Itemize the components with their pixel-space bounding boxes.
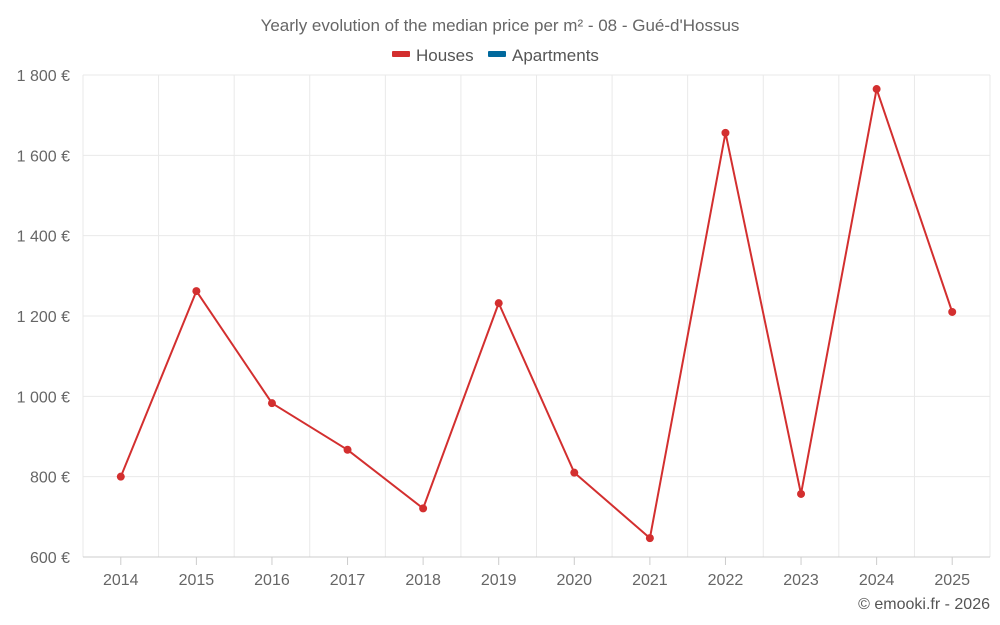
x-tick-label: 2016 (254, 572, 290, 589)
x-axis-ticks: 2014 2015 2016 2017 2018 2019 2020 2021 2022 2023… (103, 557, 970, 589)
y-tick-label: 1 400 € (17, 229, 70, 246)
data-point-houses-2020[interactable] (570, 468, 579, 477)
y-tick-label: 800 € (30, 470, 70, 487)
credit-text: © emooki.fr - 2026 (858, 596, 990, 613)
plot-series (116, 85, 957, 543)
y-tick-label: 1 800 € (17, 68, 70, 85)
y-axis-ticks: 600 € 800 € 1 000 € 1 200 € 1 400 € 1 600 € 1 … (17, 68, 70, 567)
data-point-houses-2021[interactable] (645, 534, 654, 543)
legend-swatch-houses (392, 51, 410, 57)
legend-label-apartments[interactable]: Apartments (512, 46, 599, 65)
chart-title: Yearly evolution of the median price per… (261, 16, 740, 35)
data-point-houses-2023[interactable] (797, 489, 806, 498)
series-line-houses (119, 88, 954, 540)
data-point-houses-2017[interactable] (343, 445, 352, 454)
legend[interactable]: Houses Apartments (392, 46, 599, 65)
x-tick-label: 2014 (103, 572, 139, 589)
y-tick-label: 600 € (30, 550, 70, 567)
data-point-houses-2018[interactable] (419, 504, 428, 513)
x-tick-label: 2015 (179, 572, 215, 589)
y-tick-label: 1 200 € (17, 309, 70, 326)
legend-swatch-apartments (488, 51, 506, 57)
y-tick-label: 1 600 € (17, 148, 70, 165)
data-point-houses-2014[interactable] (116, 472, 125, 481)
x-tick-label: 2022 (708, 572, 744, 589)
x-tick-label: 2019 (481, 572, 517, 589)
data-point-houses-2025[interactable] (948, 307, 957, 316)
data-point-houses-2024[interactable] (872, 85, 881, 94)
x-tick-label: 2025 (934, 572, 970, 589)
x-tick-label: 2020 (556, 572, 592, 589)
data-point-houses-2019[interactable] (494, 299, 503, 308)
x-tick-label: 2023 (783, 572, 819, 589)
x-tick-label: 2017 (330, 572, 366, 589)
legend-item-apartments[interactable]: Apartments (488, 46, 599, 65)
grid (82, 74, 991, 557)
x-tick-label: 2018 (405, 572, 441, 589)
x-tick-label: 2021 (632, 572, 668, 589)
legend-label-houses[interactable]: Houses (416, 46, 474, 65)
x-tick-label: 2024 (859, 572, 895, 589)
legend-item-houses[interactable]: Houses (392, 46, 474, 65)
y-tick-label: 1 000 € (17, 389, 70, 406)
data-point-houses-2015[interactable] (192, 287, 201, 296)
data-point-houses-2016[interactable] (267, 399, 276, 408)
data-point-houses-2022[interactable] (721, 128, 730, 137)
